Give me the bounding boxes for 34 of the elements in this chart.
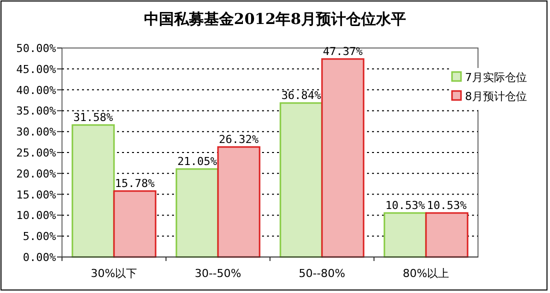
y-tick-label: 25.00% — [16, 146, 56, 160]
y-tick-label: 50.00% — [16, 42, 56, 55]
y-tick-label: 20.00% — [16, 167, 56, 180]
bar — [321, 58, 364, 258]
data-label: 26.32% — [218, 132, 260, 146]
x-tick-label: 30%以下 — [90, 267, 138, 280]
y-tick-label: 15.00% — [16, 188, 56, 202]
x-tick-label: 80%以上 — [402, 267, 450, 280]
bar — [425, 212, 468, 258]
legend-label: 7月实际仓位 — [465, 71, 527, 84]
data-label: 10.53% — [385, 198, 426, 212]
legend-label: 8月预计仓位 — [465, 90, 527, 103]
bar — [384, 212, 427, 258]
data-label: 31.58% — [73, 110, 114, 124]
y-tick-label: 40.00% — [16, 84, 56, 97]
bar — [72, 124, 115, 258]
data-label: 21.05% — [177, 155, 218, 168]
chart-title: 中国私募基金2012年8月预计仓位水平 — [144, 10, 406, 28]
y-tick-label: 30.00% — [16, 126, 56, 139]
bar — [176, 168, 219, 258]
y-tick-label: 35.00% — [16, 104, 56, 118]
x-tick-label: 30--50% — [194, 267, 242, 280]
y-tick-label: 5.00% — [22, 230, 56, 244]
y-tick-label: 10.00% — [16, 209, 56, 222]
bar — [113, 190, 156, 258]
bar — [217, 146, 260, 258]
data-label: 10.53% — [426, 198, 468, 212]
y-tick-label: 45.00% — [16, 62, 56, 76]
bar — [280, 102, 323, 258]
data-label: 36.84% — [281, 89, 322, 102]
data-label: 15.78% — [114, 177, 156, 190]
data-label: 47.37% — [322, 44, 364, 58]
y-tick-label: 0.00% — [22, 251, 56, 264]
x-tick-label: 50--80% — [298, 267, 346, 280]
